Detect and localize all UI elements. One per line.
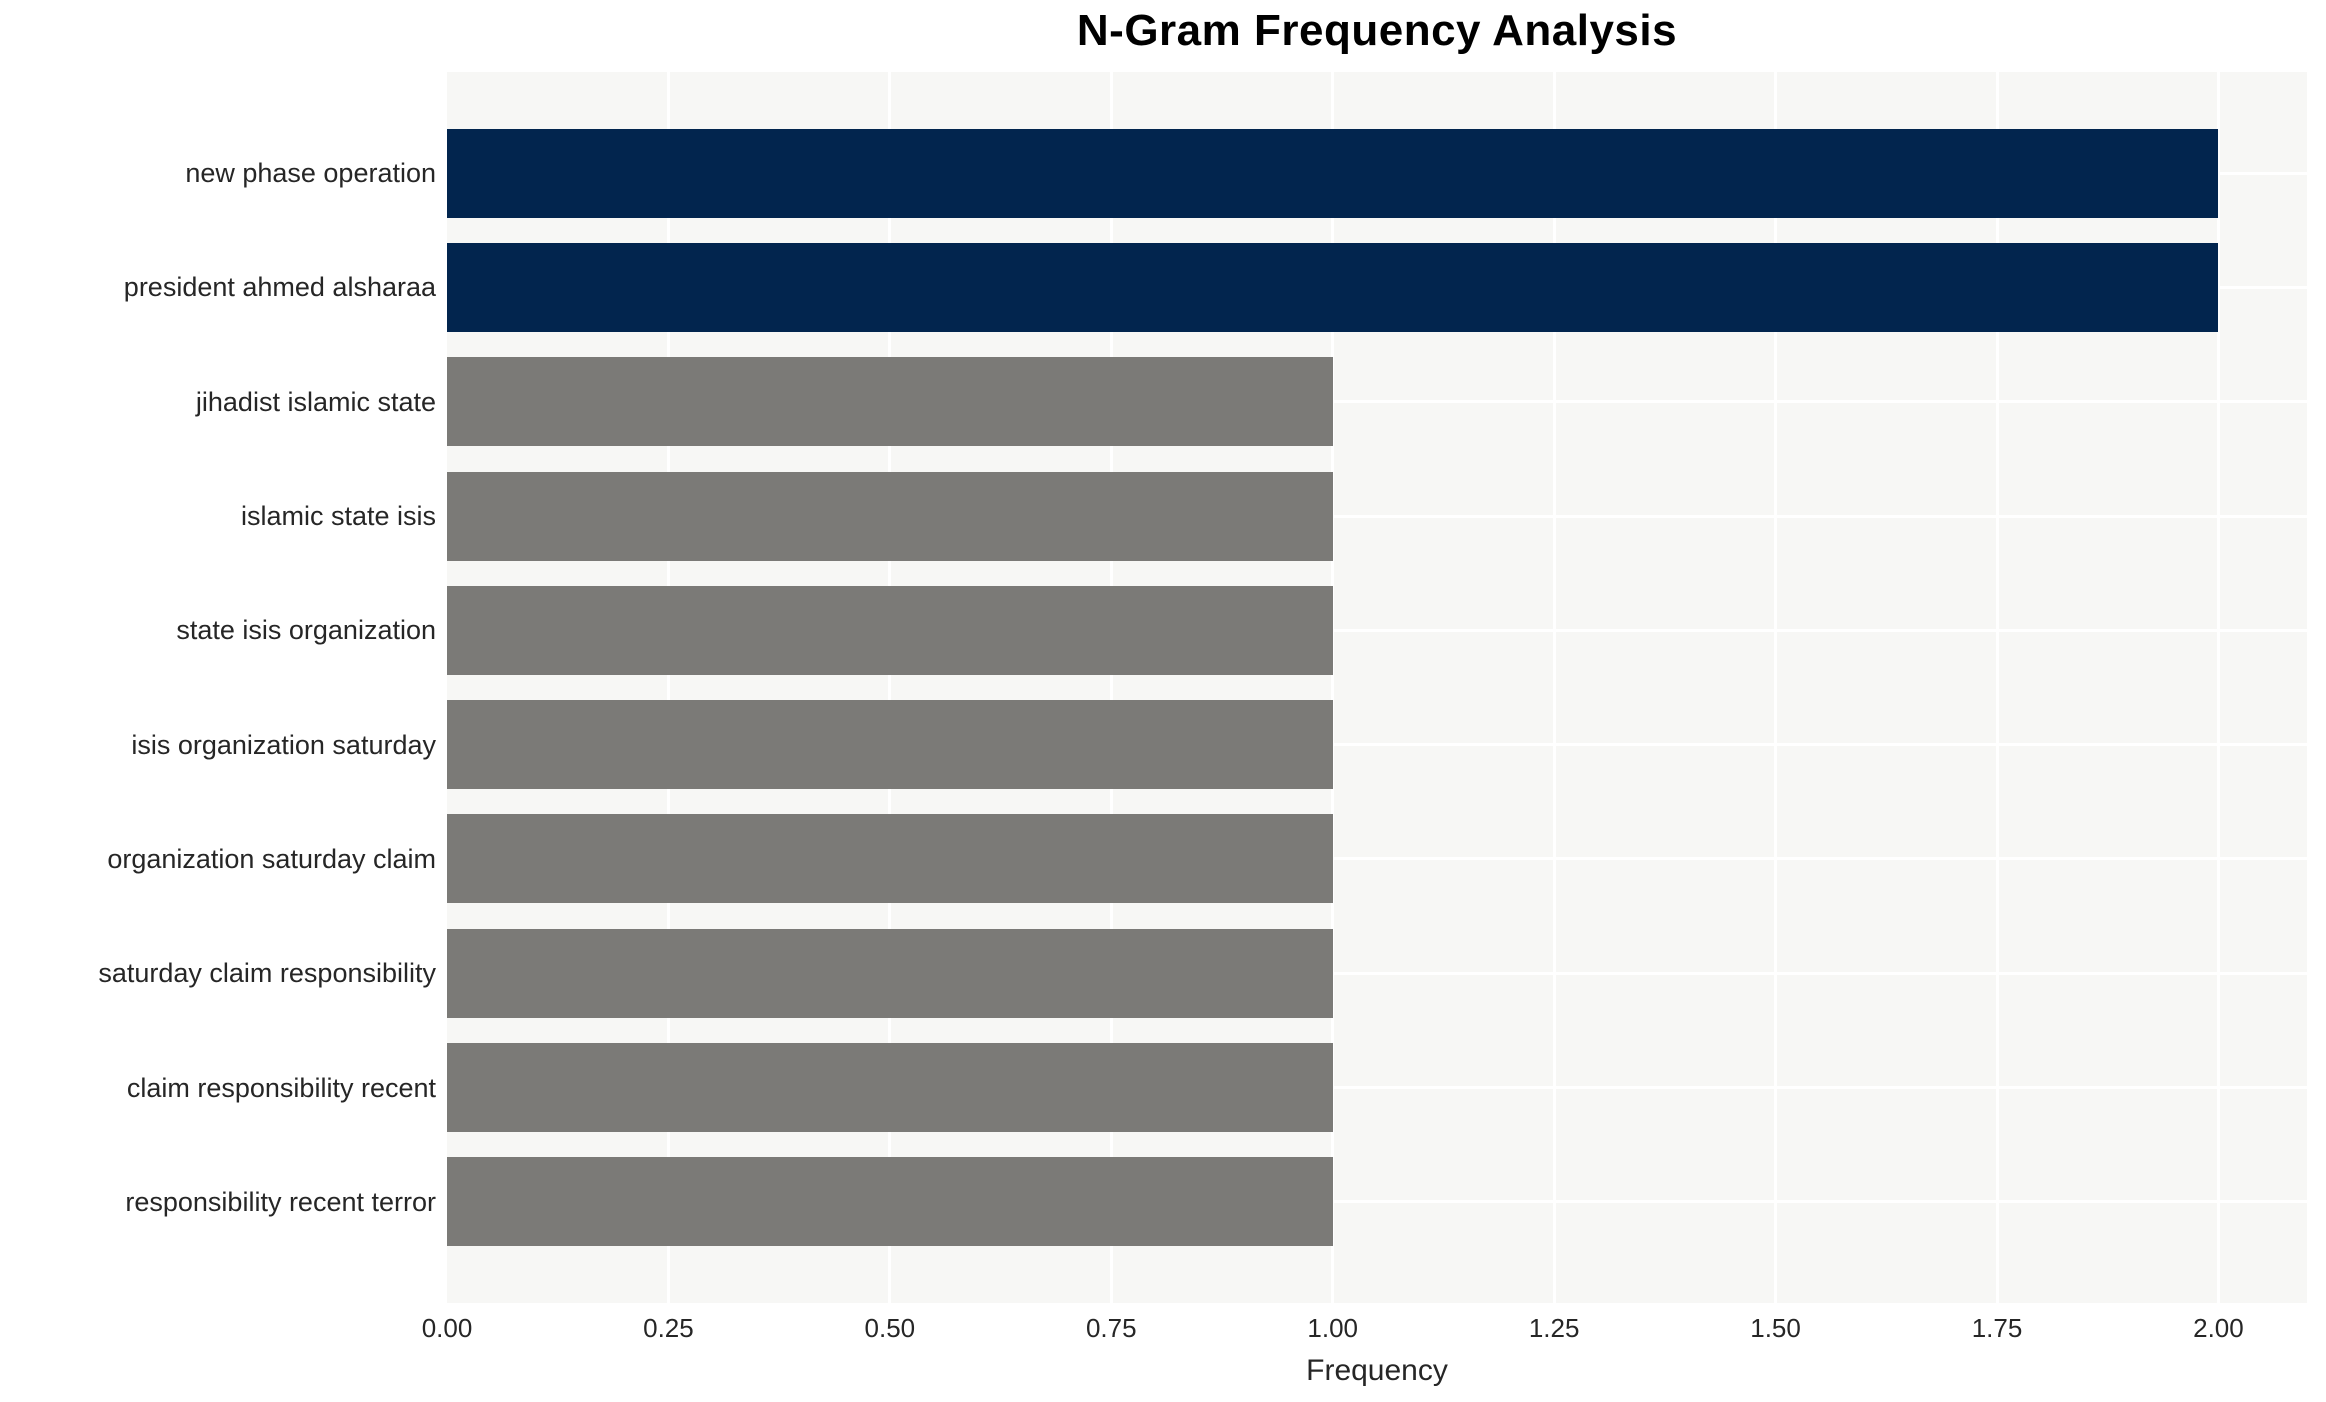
gridline-horizontal (447, 743, 2307, 747)
gridline-horizontal (447, 1200, 2307, 1204)
y-tick-label: saturday claim responsibility (98, 958, 436, 989)
bar (447, 128, 2219, 218)
x-axis-label: Frequency (1306, 1354, 1448, 1387)
gridline-horizontal (447, 400, 2307, 404)
plot-area (447, 72, 2307, 1303)
x-tick-label: 1.50 (1750, 1313, 1801, 1343)
chart-title: N-Gram Frequency Analysis (1076, 6, 1678, 55)
y-tick-label: president ahmed alsharaa (123, 272, 436, 303)
gridline-vertical (1774, 72, 1778, 1303)
x-tick-label: 2.00 (2193, 1313, 2244, 1343)
y-tick-label: isis organization saturday (131, 729, 436, 760)
bar (447, 357, 1333, 447)
gridline-horizontal (447, 971, 2307, 975)
y-tick-label: new phase operation (185, 158, 436, 189)
gridline-vertical (1109, 72, 1113, 1303)
y-tick-label: jihadist islamic state (195, 386, 436, 417)
gridline-vertical (2216, 72, 2220, 1303)
bar (447, 814, 1333, 904)
bar (447, 585, 1333, 675)
gridline-vertical (1331, 72, 1335, 1303)
gridline-vertical (888, 72, 892, 1303)
x-tick-label: 0.00 (421, 1313, 473, 1343)
y-tick-label: islamic state isis (240, 501, 436, 532)
bar (447, 242, 2219, 332)
gridline-vertical (1995, 72, 1999, 1303)
bar (447, 928, 1333, 1018)
gridline-horizontal (447, 514, 2307, 518)
gridline-horizontal (447, 628, 2307, 632)
gridline-vertical (666, 72, 670, 1303)
y-tick-label: responsibility recent terror (125, 1186, 436, 1217)
gridline-vertical (1552, 72, 1556, 1303)
gridline-horizontal (447, 857, 2307, 861)
x-tick-label: 1.00 (1307, 1313, 1358, 1343)
bar (447, 1043, 1333, 1132)
x-tick-label: 1.75 (1971, 1313, 2023, 1343)
bar (447, 471, 1333, 561)
x-tick-label: 1.25 (1528, 1313, 1580, 1343)
x-tick-label: 0.25 (643, 1313, 694, 1343)
y-tick-label: organization saturday claim (107, 843, 436, 874)
x-tick-label: 0.75 (1085, 1313, 1137, 1343)
gridline-horizontal (447, 1086, 2307, 1089)
bar (447, 1157, 1333, 1247)
x-tick-label: 0.50 (864, 1313, 916, 1343)
y-tick-label: state isis organization (176, 615, 436, 646)
bar (447, 700, 1333, 790)
y-tick-label: claim responsibility recent (126, 1072, 436, 1103)
